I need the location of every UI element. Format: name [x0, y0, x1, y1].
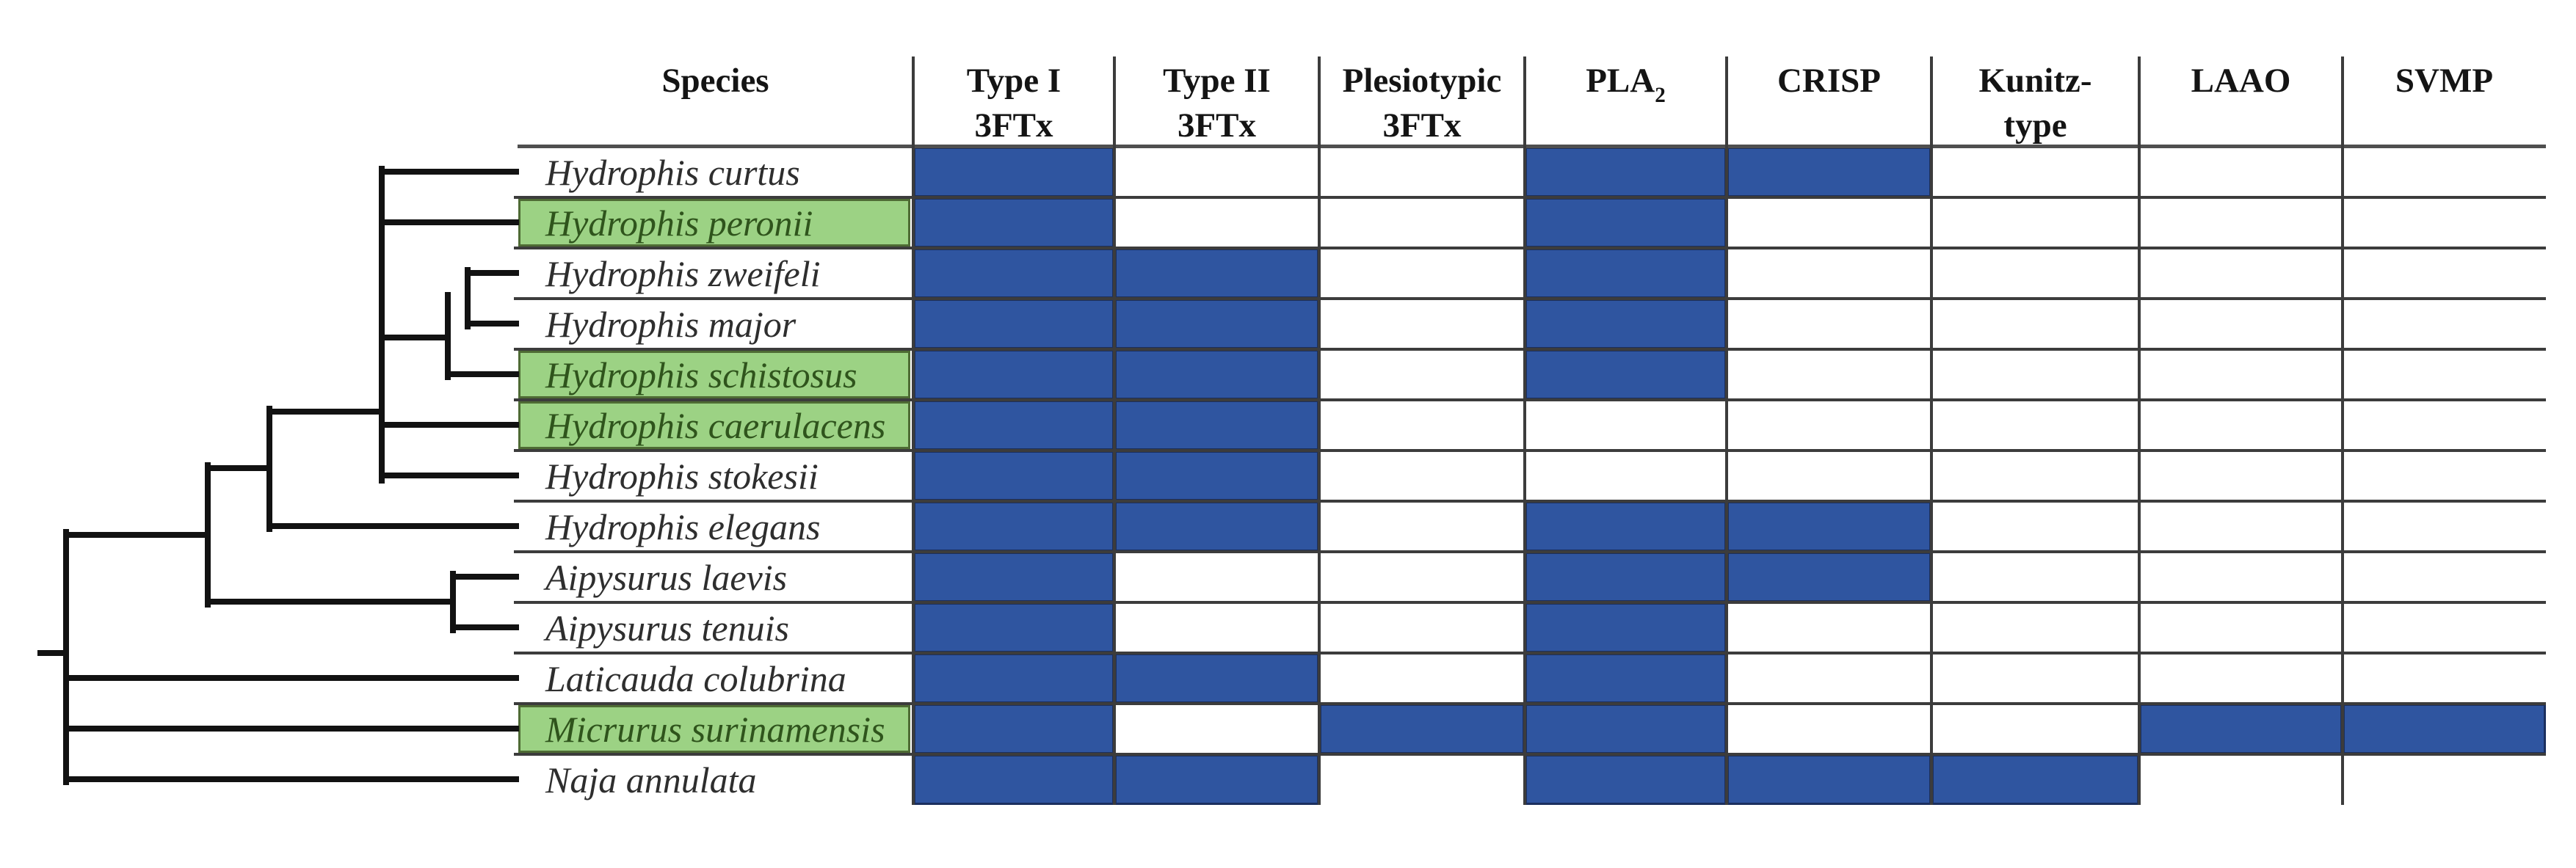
toxin-cell-present	[1525, 552, 1727, 602]
toxin-cell-present	[1727, 147, 1931, 197]
toxin-cell-present	[1525, 197, 1727, 248]
toxin-cell-present	[913, 704, 1114, 754]
species-label: Laticauda colubrina	[545, 657, 846, 699]
toxin-cell-present	[1525, 248, 1727, 299]
column-separator-line	[1318, 56, 1321, 805]
toxin-cell-present	[2139, 704, 2343, 754]
column-separator-line	[1930, 56, 1933, 805]
toxin-cell-present	[1319, 704, 1525, 754]
toxin-cell-present	[1114, 653, 1319, 704]
toxin-cell-present	[1525, 349, 1727, 400]
row-separator-line	[514, 348, 2546, 351]
toxin-cell-present	[1525, 653, 1727, 704]
toxin-cell-present	[913, 197, 1114, 248]
toxin-cell-present	[2343, 704, 2546, 754]
species-label: Naja annulata	[545, 759, 757, 800]
species-label: Hydrophis peronii	[545, 202, 813, 244]
toxin-cell-present	[1114, 754, 1319, 805]
highlight-box	[518, 401, 910, 449]
row-separator-line	[514, 247, 2546, 249]
toxin-cell-present	[1114, 451, 1319, 501]
row-separator-line	[514, 753, 2546, 756]
row-separator-line	[514, 398, 2546, 401]
column-header-pla2: PLA2	[1586, 62, 1666, 107]
species-label: Aipysurus tenuis	[545, 607, 789, 649]
toxin-cell-present	[1727, 552, 1931, 602]
column-header-type1-3ftx: Type I 3FTx	[966, 62, 1062, 145]
toxin-cell-present	[1114, 400, 1319, 451]
toxin-cell-present	[913, 552, 1114, 602]
toxin-cell-present	[1114, 299, 1319, 349]
toxin-cell-present	[913, 349, 1114, 400]
row-separator-line	[514, 500, 2546, 503]
highlight-box	[518, 705, 910, 753]
toxin-cell-present	[1114, 349, 1319, 400]
toxin-cell-present	[913, 248, 1114, 299]
toxin-cell-present	[1114, 501, 1319, 552]
row-separator-line	[514, 601, 2546, 604]
toxin-cell-present	[1931, 754, 2139, 805]
table-top-border	[518, 145, 2546, 148]
species-label: Hydrophis zweifeli	[545, 252, 821, 294]
toxin-cell-present	[1525, 602, 1727, 653]
species-label: Hydrophis schistosus	[545, 354, 857, 395]
row-separator-line	[514, 550, 2546, 553]
species-label: Hydrophis caerulacens	[545, 404, 886, 446]
toxin-cell-present	[913, 653, 1114, 704]
toxin-cell-present	[1525, 754, 1727, 805]
column-separator-line	[912, 56, 915, 805]
species-label: Aipysurus laevis	[545, 556, 788, 598]
species-label: Hydrophis stokesii	[545, 455, 819, 497]
row-separator-line	[514, 702, 2546, 705]
species-label: Hydrophis major	[545, 303, 797, 345]
column-header-type2-3ftx: Type II 3FTx	[1163, 62, 1271, 145]
toxin-cell-present	[913, 451, 1114, 501]
column-header-plesiotypic-3ftx: Plesiotypic 3FTx	[1342, 62, 1502, 145]
row-separator-line	[514, 652, 2546, 654]
toxin-cell-present	[1727, 501, 1931, 552]
row-separator-line	[514, 297, 2546, 300]
row-separator-line	[514, 196, 2546, 199]
subscript: 2	[1655, 83, 1666, 107]
column-separator-line	[1113, 56, 1116, 805]
column-separator-line	[2341, 56, 2344, 805]
column-header-species: Species	[661, 62, 769, 100]
species-label: Hydrophis elegans	[545, 506, 821, 547]
toxin-cell-present	[1525, 501, 1727, 552]
toxin-cell-present	[913, 400, 1114, 451]
column-header-laao: LAAO	[2191, 62, 2291, 100]
column-separator-line	[1523, 56, 1526, 805]
highlight-box	[518, 351, 910, 398]
toxin-cell-present	[913, 602, 1114, 653]
toxin-cell-present	[1114, 248, 1319, 299]
column-header-crisp: CRISP	[1777, 62, 1882, 100]
toxin-cell-present	[1525, 147, 1727, 197]
toxin-cell-present	[913, 754, 1114, 805]
toxin-cell-present	[1727, 754, 1931, 805]
toxin-cell-present	[913, 147, 1114, 197]
species-label: Hydrophis curtus	[545, 151, 800, 193]
highlight-box	[518, 199, 910, 247]
column-separator-line	[2138, 56, 2141, 805]
toxin-cell-present	[913, 299, 1114, 349]
toxin-cell-present	[913, 501, 1114, 552]
column-separator-line	[1725, 56, 1728, 805]
column-header-svmp: SVMP	[2395, 62, 2494, 100]
toxin-cell-present	[1525, 299, 1727, 349]
toxin-cell-present	[1525, 704, 1727, 754]
species-label: Micrurus surinamensis	[545, 708, 885, 750]
row-separator-line	[514, 449, 2546, 452]
column-header-kunitz-type: Kunitz- type	[1978, 62, 2092, 145]
